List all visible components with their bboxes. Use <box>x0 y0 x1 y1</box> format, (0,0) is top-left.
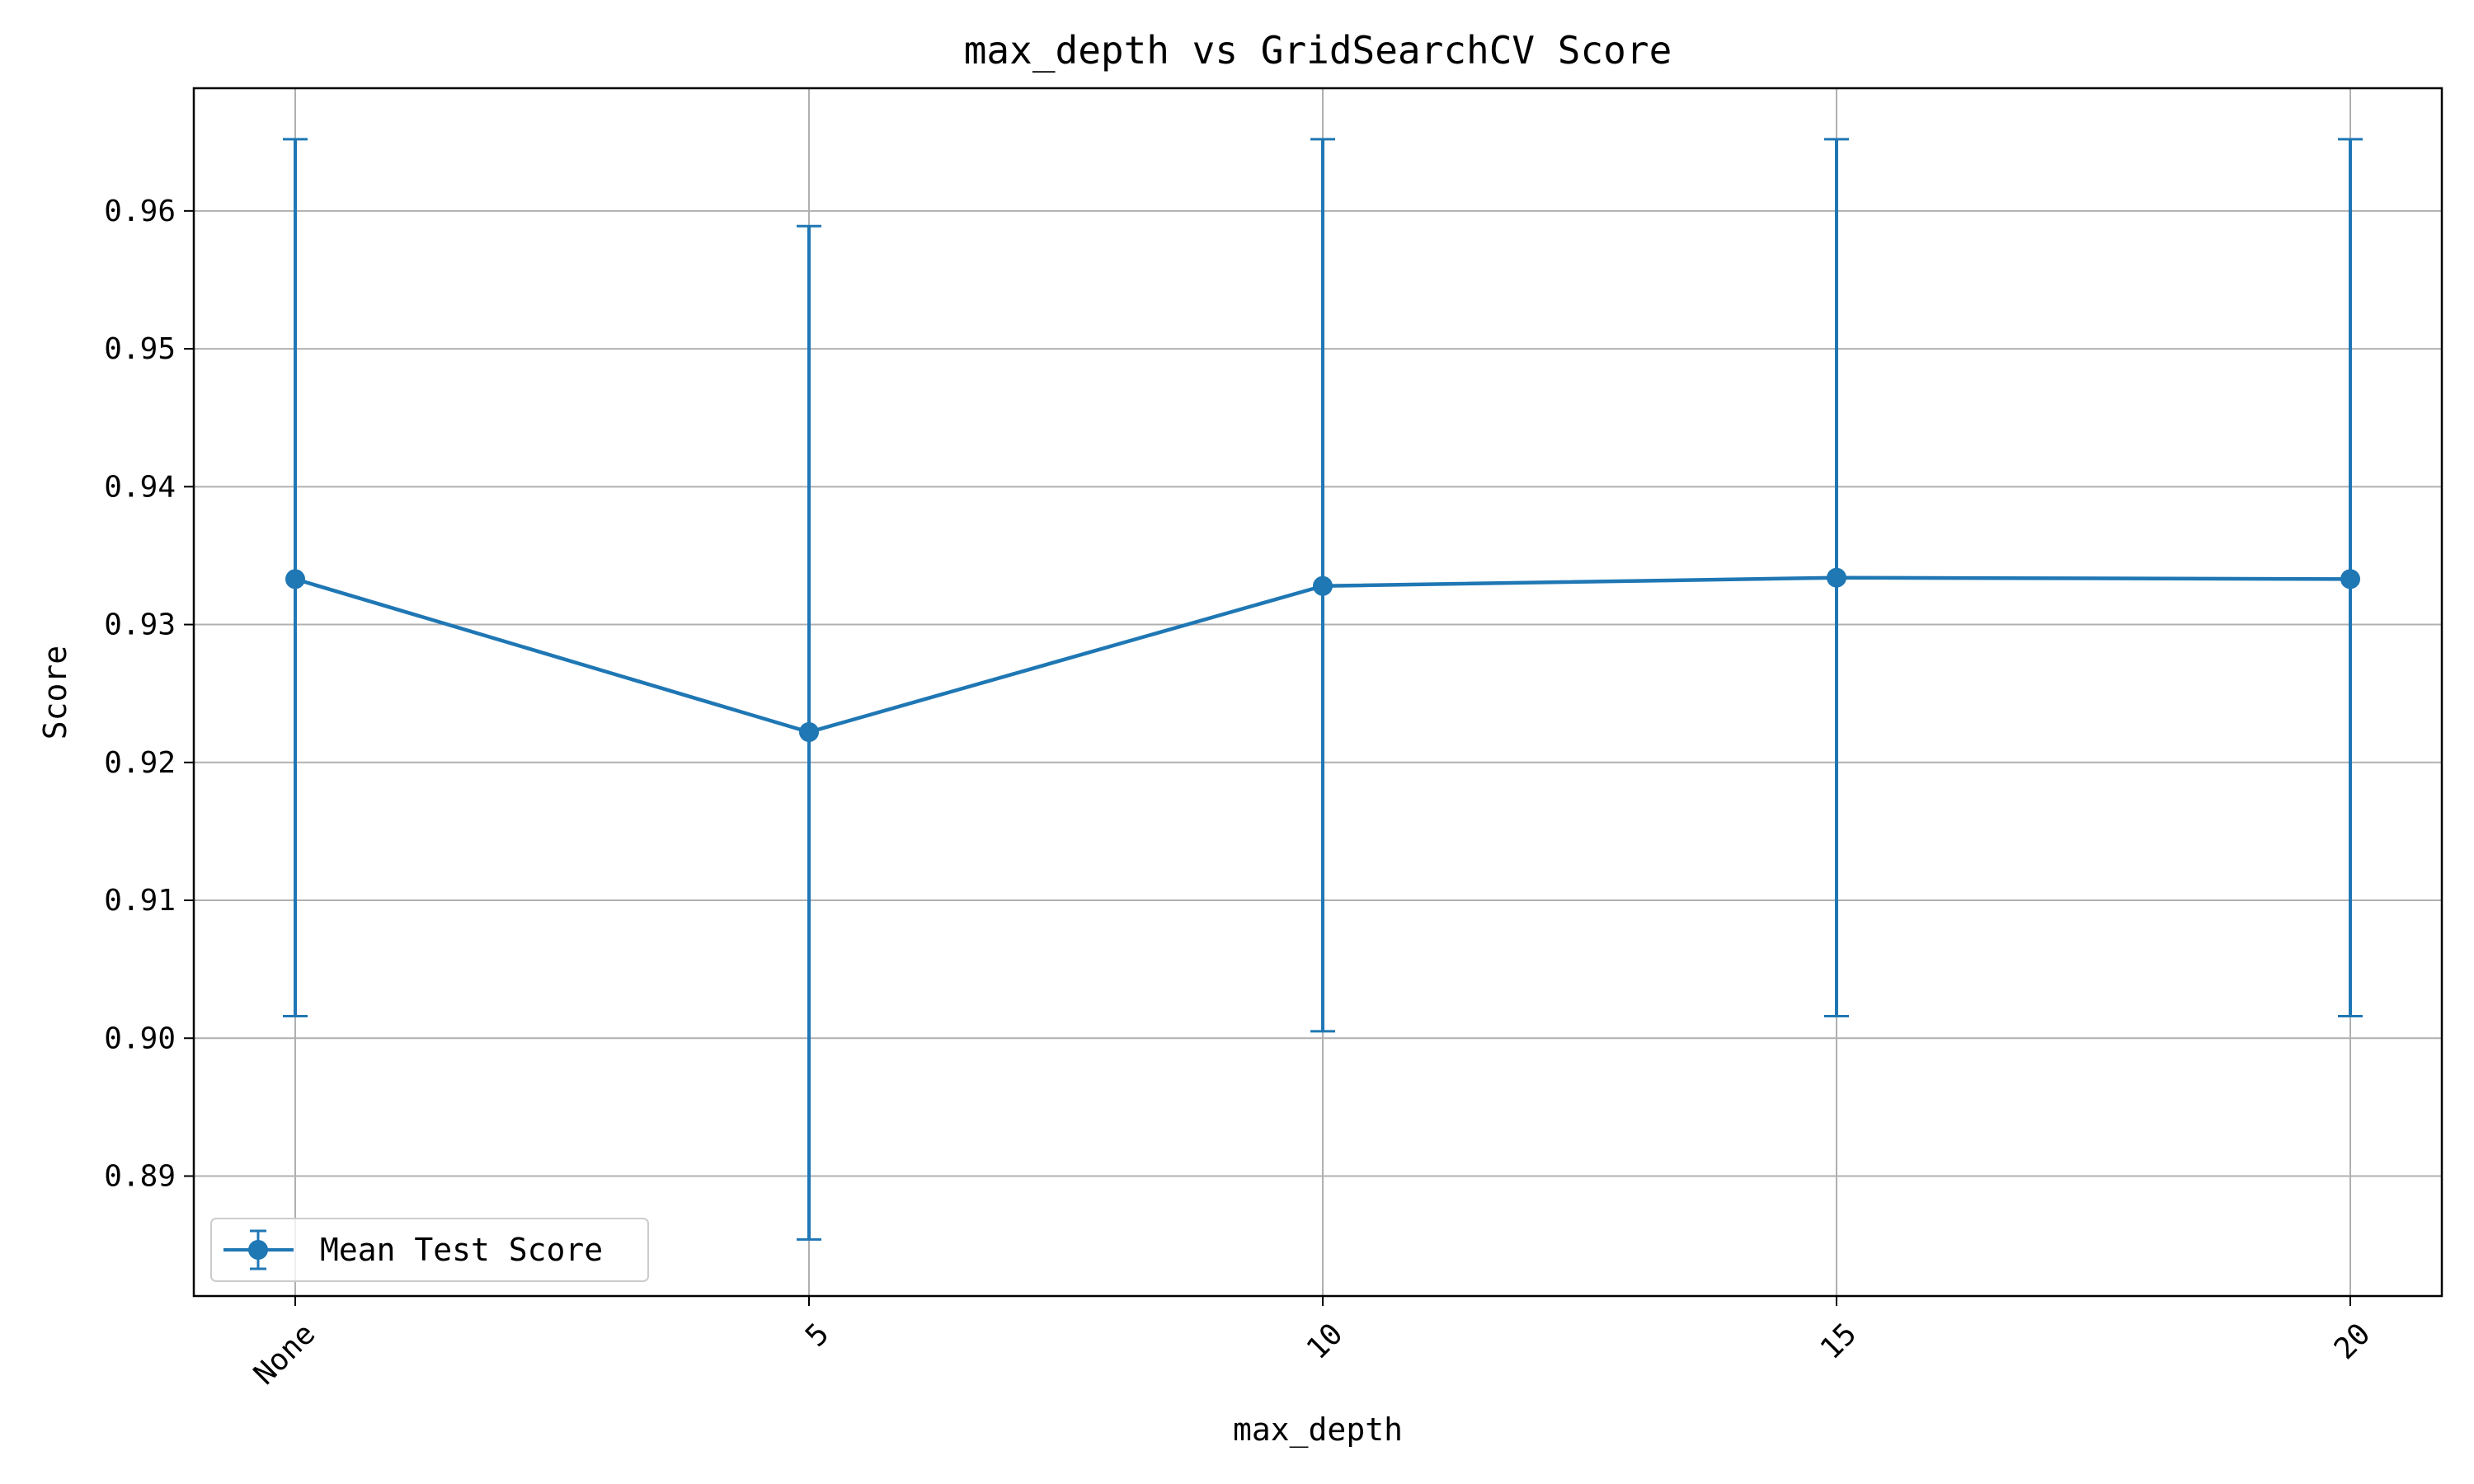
x-axis-label: max_depth <box>1233 1411 1403 1449</box>
data-point-marker <box>285 569 305 589</box>
data-point-marker <box>1313 575 1333 596</box>
data-point-marker <box>799 721 819 742</box>
y-tick-label: 0.89 <box>104 1160 176 1194</box>
y-tick-label: 0.90 <box>104 1021 176 1055</box>
legend: Mean Test Score <box>210 1218 649 1282</box>
y-axis-label: Score <box>37 646 73 740</box>
data-series <box>283 138 2363 1241</box>
plot-area-frame <box>192 87 2443 1298</box>
legend-marker <box>248 1240 268 1260</box>
y-tick-label: 0.96 <box>104 195 176 228</box>
y-tick-label: 0.92 <box>104 746 176 780</box>
chart-title: max_depth vs GridSearchCV Score <box>964 28 1672 73</box>
data-point-marker <box>1827 567 1846 588</box>
y-tick-label: 0.95 <box>104 332 176 366</box>
y-tick-label: 0.91 <box>104 884 176 918</box>
legend-box <box>210 1218 649 1282</box>
y-tick-label: 0.94 <box>104 470 176 504</box>
legend-label: Mean Test Score <box>320 1232 603 1268</box>
y-tick-label: 0.93 <box>104 608 176 642</box>
data-point-marker <box>2340 569 2360 589</box>
